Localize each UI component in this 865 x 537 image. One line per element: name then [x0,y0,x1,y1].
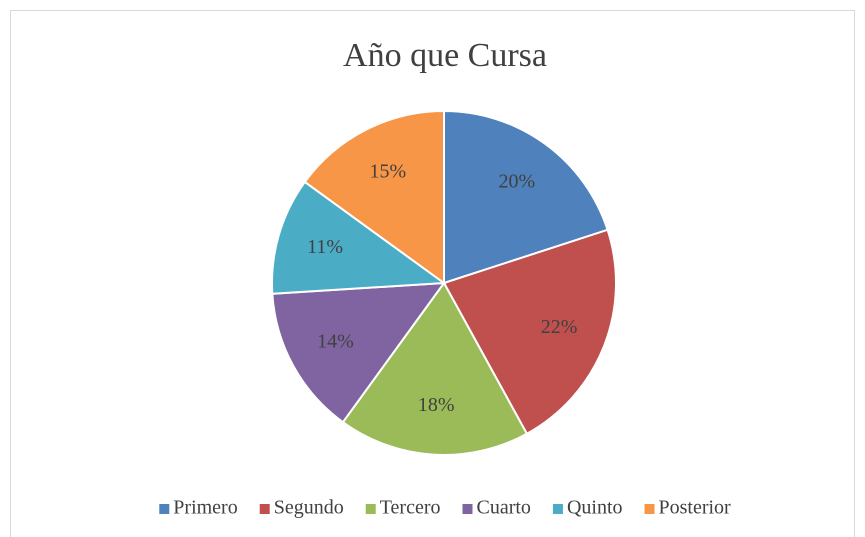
legend-label: Quinto [567,497,623,519]
legend-swatch [552,504,563,514]
legend-label: Posterior [659,497,732,519]
legend-label: Primero [173,497,237,519]
pie-slice [271,180,447,295]
data-label: 11% [307,236,343,258]
legend-label: Tercero [380,497,441,519]
legend-swatch [462,504,473,514]
data-label: 20% [498,170,535,192]
pie-slice [341,281,529,456]
data-label: 15% [369,160,406,182]
legend-swatch [365,504,376,514]
legend-swatch [259,504,270,514]
chart-title: Año que Cursa [343,37,547,74]
pie-slice [303,109,445,285]
pie-slice [271,281,447,424]
pie-slice [442,228,617,436]
legend-label: Segundo [274,497,344,519]
legend-swatch [159,504,170,514]
legend: Primero Segundo Tercero Cuarto Quinto Posteri… [159,497,731,519]
legend-swatch [644,504,655,514]
data-label: 14% [317,330,354,352]
data-label: 22% [541,316,578,338]
pie: 20% 22% 18% 14% 11% 15% [271,109,617,456]
legend-label: Cuarto [477,497,531,519]
pie-slice [443,109,609,285]
data-label: 18% [418,394,455,416]
